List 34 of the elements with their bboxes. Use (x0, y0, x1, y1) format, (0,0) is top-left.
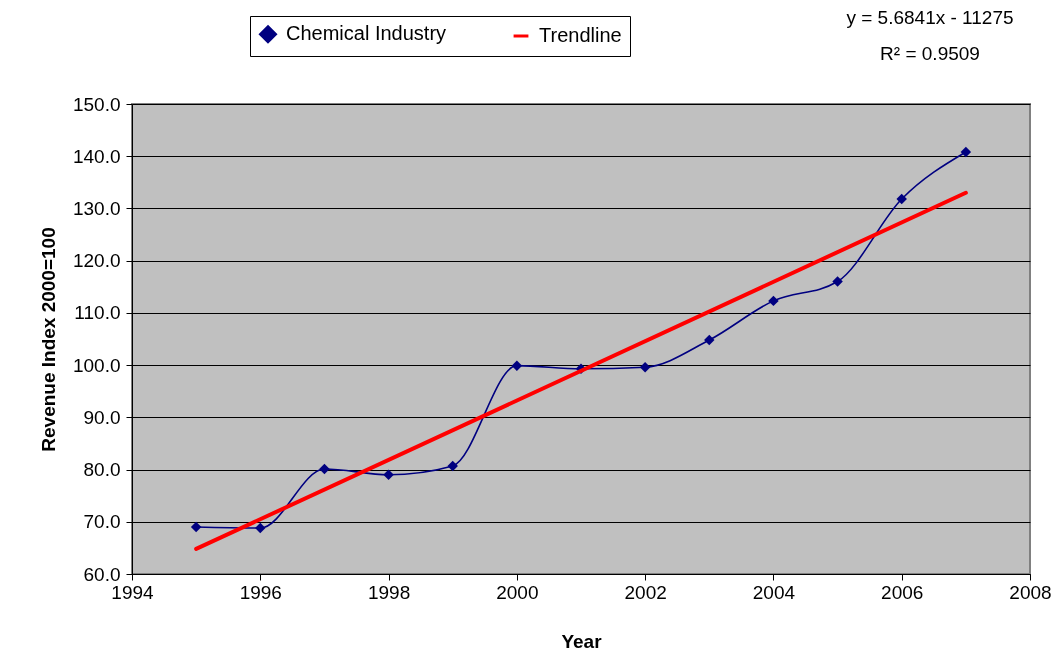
text: R² = 0.9509 (880, 43, 980, 64)
point (896, 193, 907, 205)
point (768, 295, 779, 307)
x-tick-label: 2006 (881, 581, 924, 603)
point (383, 469, 394, 481)
y-axis-title: Revenue Index 2000=100 (37, 227, 59, 452)
point (511, 360, 523, 371)
x-tick-label: 1998 (367, 581, 411, 603)
y-tick-label: 100.0 (72, 354, 121, 376)
y-tick-label: 70.0 (83, 511, 121, 533)
x-tick-label: 2004 (752, 581, 796, 603)
y-tick-label: 150.0 (72, 93, 121, 115)
point (255, 522, 266, 534)
x-tick-label: 1996 (239, 581, 282, 603)
point (447, 460, 458, 472)
y-tick-label: 90.0 (83, 406, 121, 428)
y-tick-label: 130.0 (72, 197, 121, 219)
x-axis-title: Year (561, 630, 603, 652)
x-tick-label: 2008 (1009, 581, 1052, 603)
x-tick-label: 2000 (496, 581, 539, 603)
y-tick-label: 120.0 (72, 250, 121, 272)
point (190, 521, 202, 533)
y-tick-label: 110.0 (74, 302, 121, 324)
point (639, 361, 651, 373)
point (704, 334, 715, 346)
point (319, 463, 330, 475)
y-tick-label: 80.0 (83, 459, 121, 481)
legend-label: Trendline (539, 24, 622, 46)
legend-label: Chemical Industry (286, 22, 447, 45)
text: y = 5.6841x - 11275 (846, 7, 1014, 28)
x-tick-label: 2002 (624, 581, 667, 603)
y-tick-label: 140.0 (72, 145, 121, 167)
point (960, 146, 972, 158)
point (832, 276, 843, 287)
